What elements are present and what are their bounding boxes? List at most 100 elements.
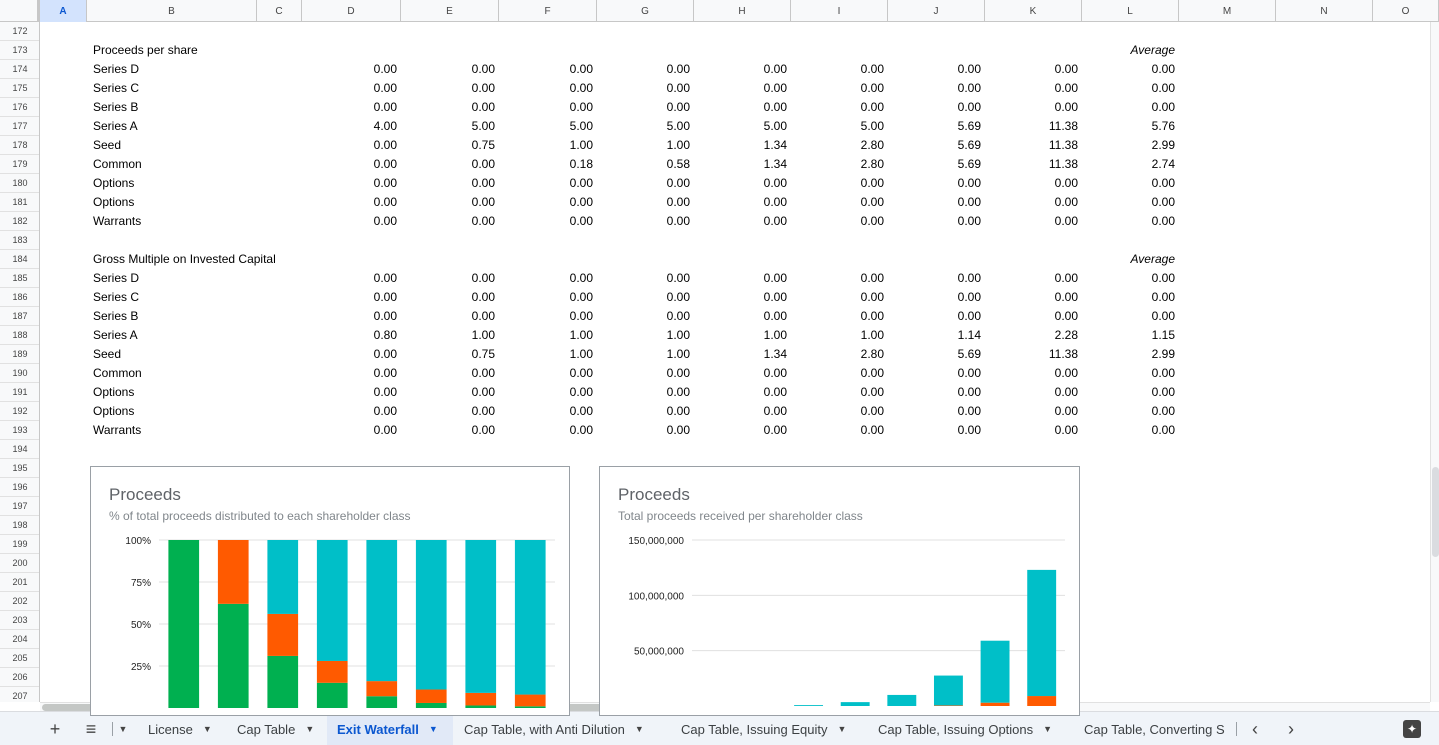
column-header-a[interactable]: A <box>40 0 87 22</box>
chevron-down-icon[interactable]: ▼ <box>634 724 644 734</box>
bar-segment[interactable] <box>933 705 963 706</box>
sheet-tab[interactable]: Cap Table ▼ <box>227 712 325 745</box>
bar-segment[interactable] <box>980 640 1010 703</box>
scroll-tabs-right-button[interactable]: › <box>1288 718 1294 739</box>
cell-grid[interactable]: Proceeds per share Average Series D 0.00 0.0… <box>40 22 1430 702</box>
row-header[interactable]: 200 <box>0 554 39 573</box>
proceeds-chart-1[interactable]: Proceeds % of total proceeds distributed … <box>90 466 570 716</box>
sheet-tab[interactable]: Cap Table, Converting S <box>1074 712 1236 745</box>
row-header[interactable]: 183 <box>0 231 39 250</box>
bar-segment[interactable] <box>1027 696 1057 706</box>
row-header[interactable]: 176 <box>0 98 39 117</box>
bar-segment[interactable] <box>316 540 348 661</box>
column-header-e[interactable]: E <box>401 0 499 22</box>
row-header[interactable]: 174 <box>0 60 39 79</box>
bar-segment[interactable] <box>217 603 249 708</box>
column-header-m[interactable]: M <box>1179 0 1276 22</box>
scroll-tabs-left-button[interactable]: ‹ <box>1252 718 1258 739</box>
bar-segment[interactable] <box>415 540 447 690</box>
column-header-k[interactable]: K <box>985 0 1082 22</box>
row-header[interactable]: 175 <box>0 79 39 98</box>
row-header[interactable]: 195 <box>0 459 39 478</box>
row-header[interactable]: 207 <box>0 687 39 702</box>
row-header[interactable]: 203 <box>0 611 39 630</box>
bar-segment[interactable] <box>168 540 200 708</box>
row-header[interactable]: 192 <box>0 402 39 421</box>
row-header[interactable]: 194 <box>0 440 39 459</box>
chevron-down-icon[interactable]: ▼ <box>837 724 847 734</box>
bar-segment[interactable] <box>415 702 447 708</box>
row-header[interactable]: 189 <box>0 345 39 364</box>
row-header[interactable]: 173 <box>0 41 39 60</box>
row-header[interactable]: 206 <box>0 668 39 687</box>
bar-segment[interactable] <box>514 706 546 708</box>
row-header[interactable]: 197 <box>0 497 39 516</box>
row-header[interactable]: 181 <box>0 193 39 212</box>
bar-segment[interactable] <box>217 540 249 604</box>
vertical-scrollbar[interactable] <box>1430 22 1439 702</box>
bar-segment[interactable] <box>366 681 398 697</box>
bar-segment[interactable] <box>980 702 1010 706</box>
bar-segment[interactable] <box>366 540 398 682</box>
row-header[interactable]: 204 <box>0 630 39 649</box>
column-header-h[interactable]: H <box>694 0 791 22</box>
row-header[interactable]: 188 <box>0 326 39 345</box>
column-header-b[interactable]: B <box>87 0 257 22</box>
row-header[interactable]: 187 <box>0 307 39 326</box>
chevron-down-icon[interactable]: ▼ <box>428 724 438 734</box>
chevron-down-icon[interactable]: ▼ <box>1043 724 1053 734</box>
row-header[interactable]: 172 <box>0 22 39 41</box>
bar-segment[interactable] <box>840 702 870 706</box>
column-header-f[interactable]: F <box>499 0 597 22</box>
column-header-d[interactable]: D <box>302 0 401 22</box>
bar-segment[interactable] <box>267 655 299 708</box>
row-header[interactable]: 177 <box>0 117 39 136</box>
column-header-j[interactable]: J <box>888 0 985 22</box>
row-header[interactable]: 182 <box>0 212 39 231</box>
chevron-down-icon[interactable]: ▼ <box>305 724 315 734</box>
bar-segment[interactable] <box>316 660 348 683</box>
bar-segment[interactable] <box>366 696 398 708</box>
bar-segment[interactable] <box>465 705 497 708</box>
row-header[interactable]: 198 <box>0 516 39 535</box>
column-header-g[interactable]: G <box>597 0 694 22</box>
row-header[interactable]: 191 <box>0 383 39 402</box>
row-header[interactable]: 205 <box>0 649 39 668</box>
add-sheet-button[interactable]: + <box>49 718 61 739</box>
bar-segment[interactable] <box>794 705 824 706</box>
column-header-l[interactable]: L <box>1082 0 1179 22</box>
bar-segment[interactable] <box>465 692 497 706</box>
row-header[interactable]: 184 <box>0 250 39 269</box>
row-header[interactable]: 186 <box>0 288 39 307</box>
row-header[interactable]: 202 <box>0 592 39 611</box>
row-header[interactable]: 178 <box>0 136 39 155</box>
sheet-tab[interactable]: License ▼ <box>138 712 226 745</box>
bar-segment[interactable] <box>267 540 299 614</box>
proceeds-chart-2[interactable]: Proceeds Total proceeds received per shar… <box>599 466 1080 716</box>
bar-segment[interactable] <box>887 694 917 706</box>
bar-segment[interactable] <box>933 675 963 706</box>
sheet-tab[interactable]: Cap Table, Issuing Equity ▼ <box>671 712 867 745</box>
row-header[interactable]: 196 <box>0 478 39 497</box>
chevron-down-icon[interactable]: ▼ <box>118 724 128 734</box>
row-header[interactable]: 193 <box>0 421 39 440</box>
row-header[interactable]: 185 <box>0 269 39 288</box>
sheet-tab[interactable]: Exit Waterfall ▼ <box>327 712 453 745</box>
column-header-n[interactable]: N <box>1276 0 1373 22</box>
row-header[interactable]: 179 <box>0 155 39 174</box>
vertical-scroll-thumb[interactable] <box>1432 467 1439 557</box>
row-header[interactable]: 190 <box>0 364 39 383</box>
explore-icon[interactable]: ✦ <box>1403 720 1421 738</box>
row-header[interactable]: 180 <box>0 174 39 193</box>
column-header-c[interactable]: C <box>257 0 302 22</box>
sheet-tab[interactable]: Cap Table, Issuing Options ▼ <box>868 712 1073 745</box>
chevron-down-icon[interactable]: ▼ <box>202 724 212 734</box>
select-all-corner[interactable] <box>0 0 40 22</box>
bar-segment[interactable] <box>267 613 299 656</box>
column-header-o[interactable]: O <box>1373 0 1439 22</box>
row-header[interactable]: 201 <box>0 573 39 592</box>
sheet-tab[interactable]: Cap Table, with Anti Dilution ▼ <box>454 712 670 745</box>
column-header-i[interactable]: I <box>791 0 888 22</box>
bar-segment[interactable] <box>514 694 546 707</box>
bar-segment[interactable] <box>415 689 447 703</box>
